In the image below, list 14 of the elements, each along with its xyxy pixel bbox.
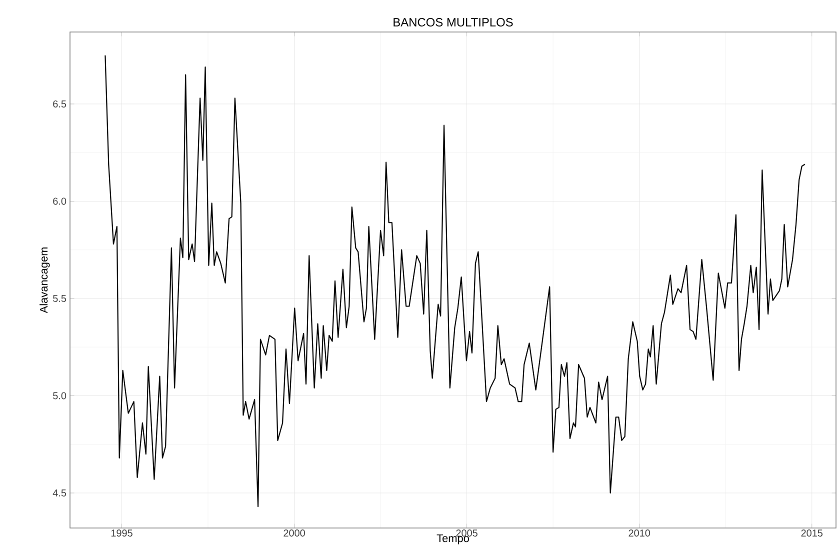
y-tick-label: 5.5 (53, 294, 66, 302)
line-series (104, 54, 806, 508)
y-tick-label: 4.5 (52, 490, 66, 496)
x-tick-label: 2005 (456, 530, 478, 537)
x-tick-label: 2010 (628, 530, 650, 537)
y-tick-label: 6.5 (53, 100, 66, 108)
x-tick-label: 1995 (111, 530, 132, 537)
y-axis-title: Alavancagem (40, 248, 50, 314)
y-tick-label: 5.0 (53, 392, 66, 400)
x-tick-label: 2015 (801, 530, 823, 537)
x-axis-title: Tempo (436, 534, 469, 544)
y-tick-label: 6.0 (53, 198, 66, 205)
chart-title: BANCOS MULTIPLOS (394, 18, 513, 26)
x-tick-label: 2000 (284, 530, 305, 537)
